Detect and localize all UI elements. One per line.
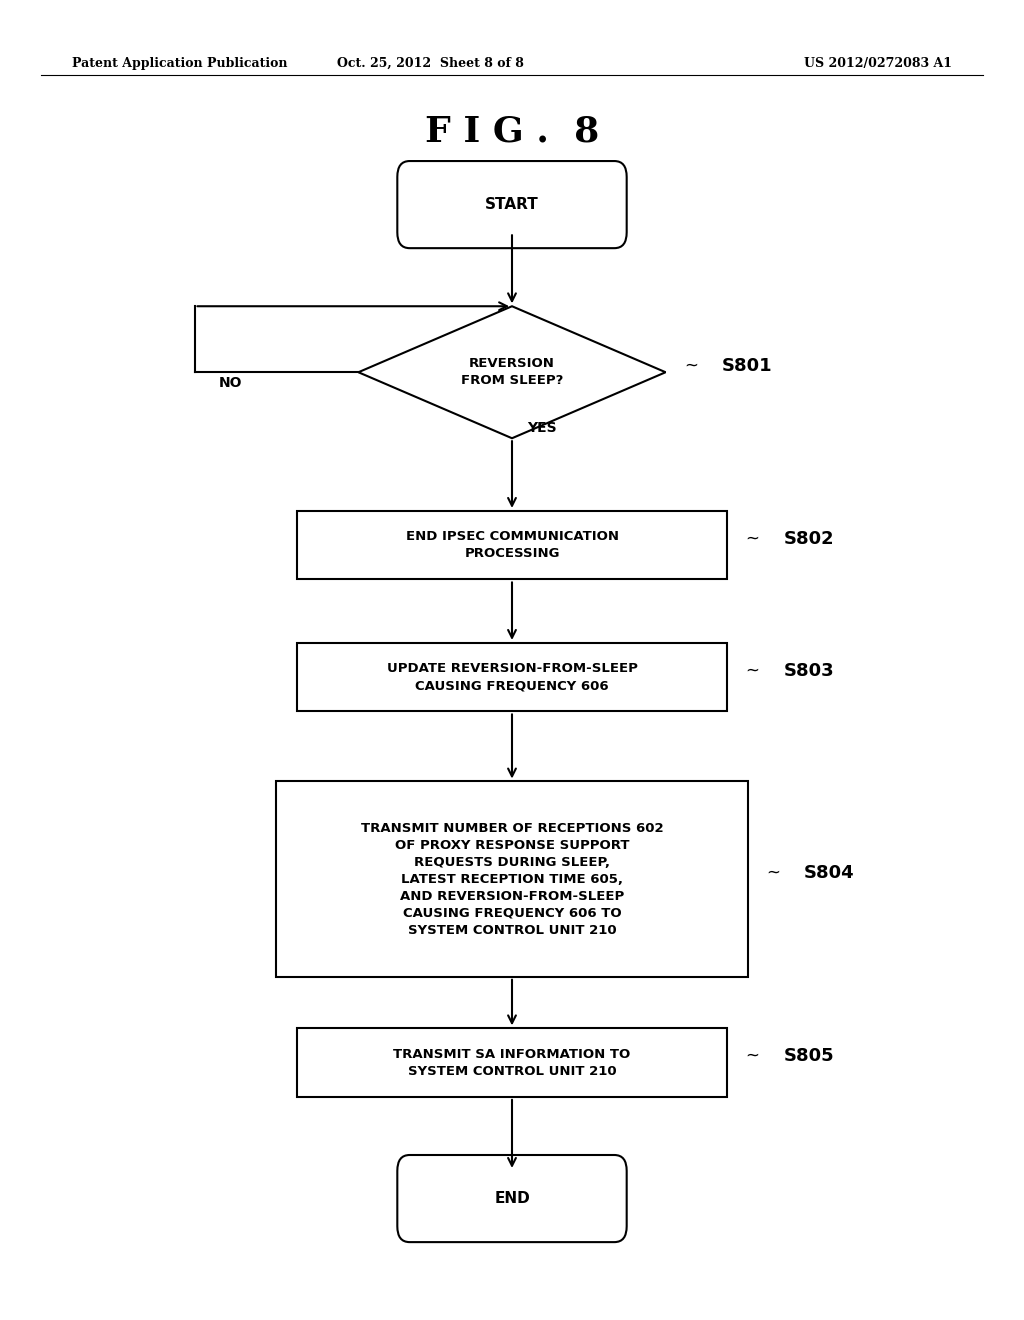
Text: END IPSEC COMMUNICATION
PROCESSING: END IPSEC COMMUNICATION PROCESSING [406,531,618,560]
Text: ~: ~ [745,1047,760,1065]
Text: S801: S801 [722,356,772,375]
Polygon shape [358,306,666,438]
Text: S802: S802 [783,529,834,548]
Text: END: END [495,1191,529,1206]
Text: REVERSION
FROM SLEEP?: REVERSION FROM SLEEP? [461,358,563,387]
Text: ~: ~ [766,863,780,882]
Text: ~: ~ [684,356,698,375]
Text: F I G .  8: F I G . 8 [425,115,599,149]
Text: START: START [485,197,539,213]
Bar [297,511,727,579]
Bar [297,1028,727,1097]
Text: ~: ~ [745,661,760,680]
Text: Oct. 25, 2012  Sheet 8 of 8: Oct. 25, 2012 Sheet 8 of 8 [337,57,523,70]
Text: TRANSMIT SA INFORMATION TO
SYSTEM CONTROL UNIT 210: TRANSMIT SA INFORMATION TO SYSTEM CONTRO… [393,1048,631,1077]
Text: TRANSMIT NUMBER OF RECEPTIONS 602
OF PROXY RESPONSE SUPPORT
REQUESTS DURING SLEE: TRANSMIT NUMBER OF RECEPTIONS 602 OF PRO… [360,821,664,937]
FancyBboxPatch shape [397,161,627,248]
Text: Patent Application Publication: Patent Application Publication [72,57,287,70]
Text: ~: ~ [745,529,760,548]
Text: S804: S804 [804,863,854,882]
Bar [297,643,727,711]
Text: NO: NO [219,376,242,389]
Bar [276,781,748,977]
Text: US 2012/0272083 A1: US 2012/0272083 A1 [804,57,952,70]
Text: S805: S805 [783,1047,834,1065]
Text: UPDATE REVERSION-FROM-SLEEP
CAUSING FREQUENCY 606: UPDATE REVERSION-FROM-SLEEP CAUSING FREQ… [387,663,637,692]
Text: S803: S803 [783,661,834,680]
FancyBboxPatch shape [397,1155,627,1242]
Text: YES: YES [527,421,557,434]
